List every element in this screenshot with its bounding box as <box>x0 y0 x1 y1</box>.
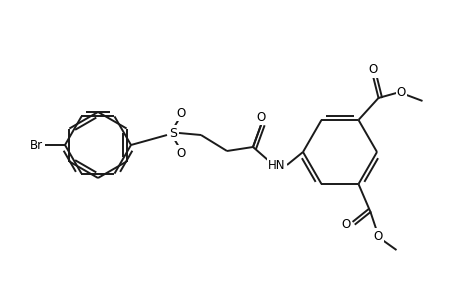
Text: HN: HN <box>268 158 285 172</box>
Text: S: S <box>168 127 177 140</box>
Text: O: O <box>341 218 350 230</box>
Text: O: O <box>368 64 377 76</box>
Text: O: O <box>256 110 265 124</box>
Text: O: O <box>373 230 382 242</box>
Text: Br: Br <box>30 139 43 152</box>
Text: O: O <box>176 106 185 119</box>
Text: O: O <box>176 146 185 160</box>
Text: O: O <box>396 86 405 100</box>
